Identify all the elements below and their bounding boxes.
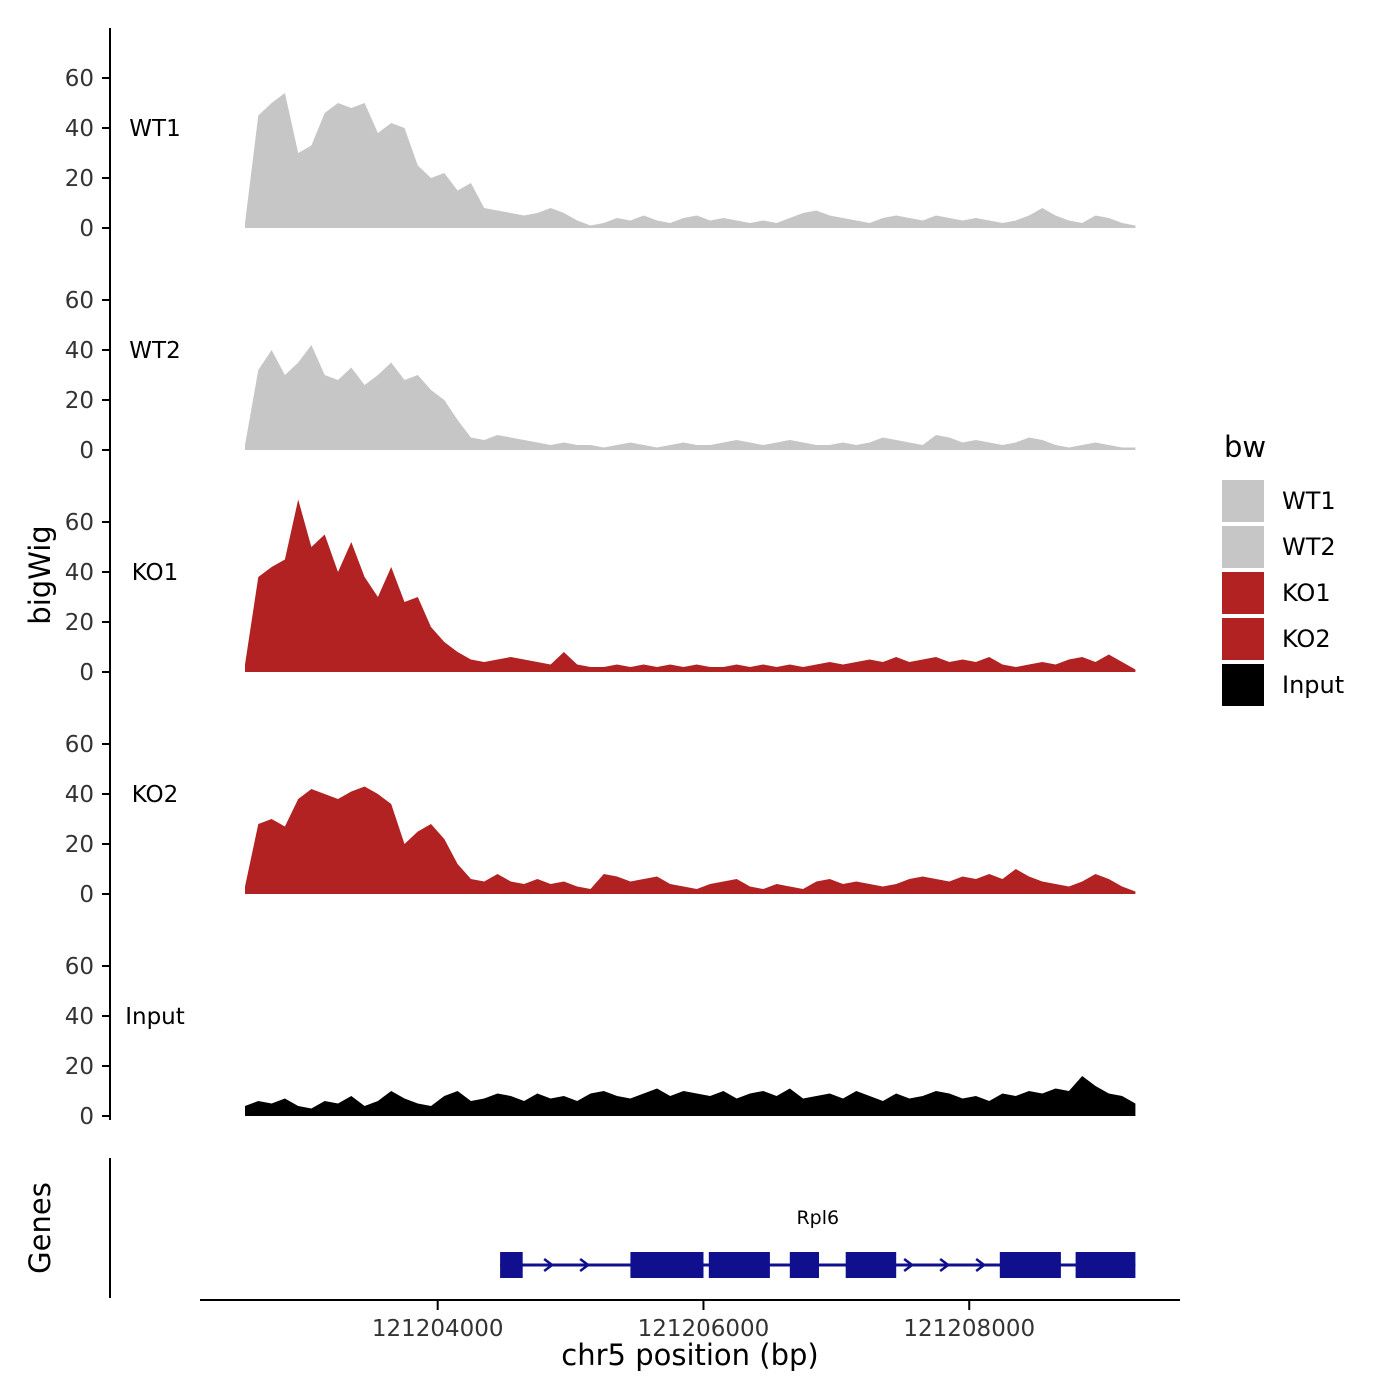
track-label-ko2: KO2 (132, 782, 179, 808)
legend-item-label: WT1 (1282, 487, 1336, 515)
y-tick-label: 20 (65, 166, 94, 192)
legend: bw WT1 WT2 KO1 KO2 Input (1222, 430, 1344, 708)
coverage-area-ko2 (245, 786, 1136, 894)
legend-swatch (1222, 618, 1264, 660)
y-tick-label: 0 (79, 216, 94, 242)
legend-item-ko1: KO1 (1222, 570, 1344, 616)
legend-item-ko2: KO2 (1222, 616, 1344, 662)
y-tick-label: 20 (65, 388, 94, 414)
y-tick-label: 60 (65, 66, 94, 92)
gene-exon (999, 1252, 1061, 1278)
legend-items: WT1 WT2 KO1 KO2 Input (1222, 478, 1344, 708)
x-tick-label: 121204000 (372, 1316, 504, 1342)
coverage-area-input (245, 1076, 1136, 1116)
y-tick-label: 40 (65, 560, 94, 586)
y-tick-label: 0 (79, 660, 94, 686)
coverage-area-wt1 (245, 93, 1136, 228)
y-tick-label: 0 (79, 438, 94, 464)
legend-item-label: Input (1282, 671, 1345, 699)
track-label-input: Input (125, 1004, 185, 1030)
strand-arrow-icon (903, 1258, 915, 1272)
legend-title: bw (1224, 430, 1267, 464)
track-label-wt2: WT2 (129, 338, 180, 364)
legend-swatch (1222, 572, 1264, 614)
legend-swatch (1222, 480, 1264, 522)
legend-swatch (1222, 526, 1264, 568)
legend-item-label: WT2 (1282, 533, 1336, 561)
legend-item-label: KO2 (1282, 625, 1331, 653)
track-label-wt1: WT1 (129, 116, 180, 142)
gene-exon (789, 1252, 819, 1278)
strand-arrow-icon (939, 1258, 951, 1272)
legend-item-label: KO1 (1282, 579, 1331, 607)
y-tick-label: 0 (79, 882, 94, 908)
y-tick-label: 40 (65, 1004, 94, 1030)
coverage-area-ko1 (245, 499, 1136, 672)
gene-exon (1075, 1252, 1136, 1278)
strand-arrow-icon (975, 1258, 987, 1272)
y-tick-label: 40 (65, 782, 94, 808)
y-tick-label: 60 (65, 732, 94, 758)
y-tick-label: 0 (79, 1104, 94, 1130)
strand-arrow-icon (543, 1258, 555, 1272)
legend-item-wt2: WT2 (1222, 524, 1344, 570)
gene-exon (500, 1252, 523, 1278)
x-tick-label: 121206000 (638, 1316, 770, 1342)
gene-name-label: Rpl6 (796, 1207, 839, 1229)
strand-arrow-icon (579, 1258, 591, 1272)
gene-exon (708, 1252, 770, 1278)
genes-axis-title: Genes (23, 1182, 57, 1274)
y-tick-label: 20 (65, 1054, 94, 1080)
y-tick-label: 20 (65, 832, 94, 858)
y-tick-label: 40 (65, 338, 94, 364)
x-axis-title: chr5 position (bp) (561, 1338, 819, 1372)
y-tick-label: 60 (65, 288, 94, 314)
track-label-ko1: KO1 (132, 560, 179, 586)
legend-item-wt1: WT1 (1222, 478, 1344, 524)
bigwig-axis-title: bigWig (23, 525, 57, 625)
gene-exon (845, 1252, 897, 1278)
x-tick-label: 121208000 (903, 1316, 1035, 1342)
y-tick-label: 20 (65, 610, 94, 636)
y-tick-label: 40 (65, 116, 94, 142)
coverage-area-wt2 (245, 345, 1136, 450)
legend-swatch (1222, 664, 1264, 706)
y-tick-label: 60 (65, 954, 94, 980)
legend-item-input: Input (1222, 662, 1344, 708)
y-tick-label: 60 (65, 510, 94, 536)
gene-exon (630, 1252, 704, 1278)
